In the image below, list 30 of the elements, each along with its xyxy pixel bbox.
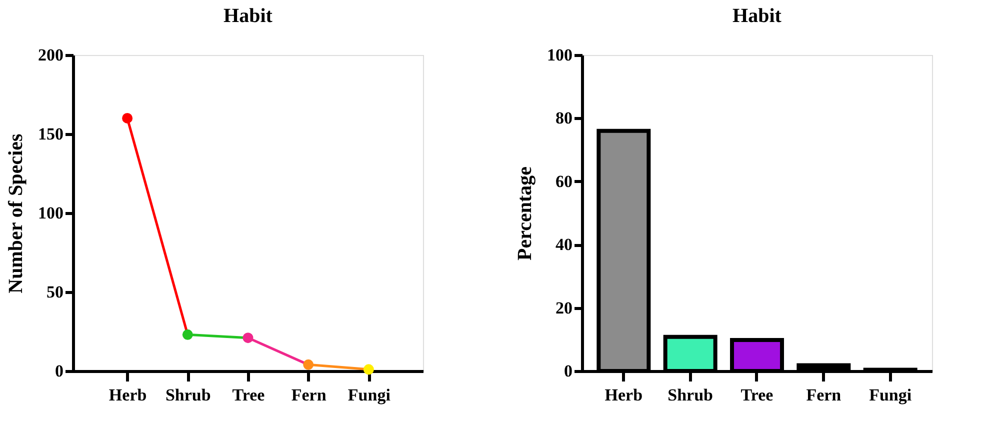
- x-tick-label: Fungi: [348, 386, 391, 404]
- x-tick-label: Herb: [108, 386, 147, 404]
- y-tick-label: 40: [556, 235, 572, 254]
- chart-title: Habit: [732, 5, 782, 27]
- y-tick-label: 0: [55, 362, 64, 380]
- x-tick-label: Herb: [604, 386, 643, 404]
- x-tick-label: Fern: [806, 386, 842, 404]
- point: [122, 112, 133, 124]
- y-axis-title: Number of Species: [5, 133, 27, 294]
- x-tick-label: Tree: [232, 386, 266, 404]
- x-tick-label: Tree: [740, 386, 774, 404]
- y-tick-label: 0: [564, 362, 572, 380]
- y-tick-label: 100: [547, 46, 572, 64]
- y-axis-title: Percentage: [514, 166, 536, 261]
- y-tick-label: 20: [556, 298, 572, 318]
- y-tick-label: 200: [38, 46, 64, 64]
- point: [242, 332, 254, 344]
- x-tick-label: Fern: [291, 386, 327, 404]
- point: [182, 329, 193, 340]
- x-tick-label: Fungi: [869, 386, 912, 404]
- x-tick-label: Shrub: [668, 386, 714, 404]
- y-tick-label: 50: [46, 282, 64, 302]
- y-tick-label: 80: [556, 108, 572, 128]
- y-tick-label: 150: [38, 124, 64, 144]
- chart-title: Habit: [224, 5, 273, 27]
- point: [363, 364, 374, 375]
- y-tick-label: 100: [38, 204, 64, 222]
- x-tick-label: Shrub: [165, 386, 211, 404]
- point: [303, 359, 314, 370]
- y-tick-label: 60: [556, 172, 572, 191]
